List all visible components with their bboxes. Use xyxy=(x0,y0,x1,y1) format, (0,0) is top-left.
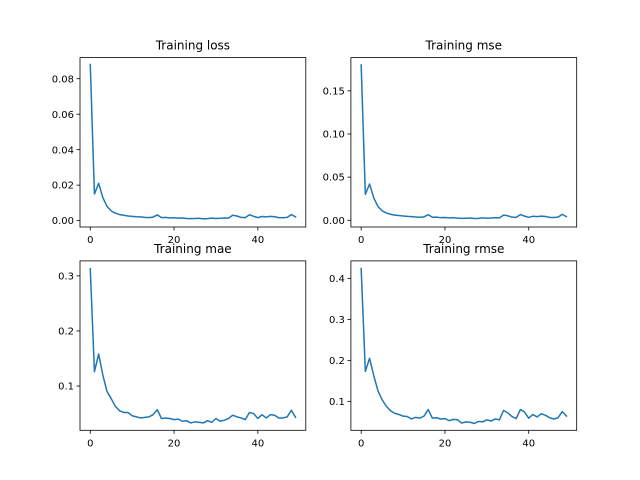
y-tick-label: 0.1 xyxy=(329,397,345,408)
y-tick-label: 0.2 xyxy=(58,327,74,338)
training-rmse-series-line xyxy=(360,267,568,425)
training-mae-chart: Training mae 0 20 40 0.1 0.2 0.3 xyxy=(58,242,307,449)
training-rmse-chart: Training rmse 0 20 40 0.1 0.2 0.3 0.4 xyxy=(329,242,578,449)
training-rmse-title: Training rmse xyxy=(422,242,504,256)
y-tick-label: 0.06 xyxy=(52,110,74,121)
training-loss-chart: Training loss 0 20 40 0.00 0.02 0.04 0.06 0.08 xyxy=(52,39,307,246)
training-mae-series-line xyxy=(89,267,297,424)
y-tick-label: 0.4 xyxy=(329,274,345,285)
training-rmse-axes-frame xyxy=(350,260,578,431)
y-tick-label: 0.15 xyxy=(323,86,345,97)
training-loss-series-line xyxy=(89,63,297,220)
x-tick-label: 20 xyxy=(439,438,452,449)
y-tick-label: 0.05 xyxy=(323,173,345,184)
y-tick-label: 0.3 xyxy=(58,271,74,282)
training-mse-chart: Training mse 0 20 40 0.00 0.05 0.10 0.15 xyxy=(323,39,578,246)
x-tick-label: 40 xyxy=(251,235,264,246)
x-tick-label: 40 xyxy=(522,235,535,246)
y-tick-label: 0.3 xyxy=(329,315,345,326)
x-tick-label: 0 xyxy=(87,235,93,246)
y-tick-label: 0.00 xyxy=(323,216,345,227)
y-tick-label: 0.2 xyxy=(329,356,345,367)
y-tick-label: 0.04 xyxy=(52,145,74,156)
training-mae-title: Training mae xyxy=(153,242,232,256)
x-tick-label: 20 xyxy=(439,235,452,246)
training-mse-series-line xyxy=(360,64,568,220)
y-tick-label: 0.08 xyxy=(52,74,74,85)
training-mse-axes-frame xyxy=(350,57,578,228)
x-tick-label: 0 xyxy=(87,438,93,449)
x-tick-label: 40 xyxy=(251,438,264,449)
training-loss-axes-frame xyxy=(79,57,307,228)
x-tick-label: 20 xyxy=(168,438,181,449)
x-tick-label: 40 xyxy=(522,438,535,449)
x-tick-label: 0 xyxy=(358,235,364,246)
x-tick-label: 0 xyxy=(358,438,364,449)
training-loss-title: Training loss xyxy=(155,39,230,53)
y-tick-label: 0.10 xyxy=(323,130,345,141)
y-tick-label: 0.02 xyxy=(52,181,74,192)
y-tick-label: 0.1 xyxy=(58,382,74,393)
y-tick-label: 0.00 xyxy=(52,216,74,227)
x-tick-label: 20 xyxy=(168,235,181,246)
training-mae-axes-frame xyxy=(79,260,307,431)
training-mse-title: Training mse xyxy=(425,39,503,53)
